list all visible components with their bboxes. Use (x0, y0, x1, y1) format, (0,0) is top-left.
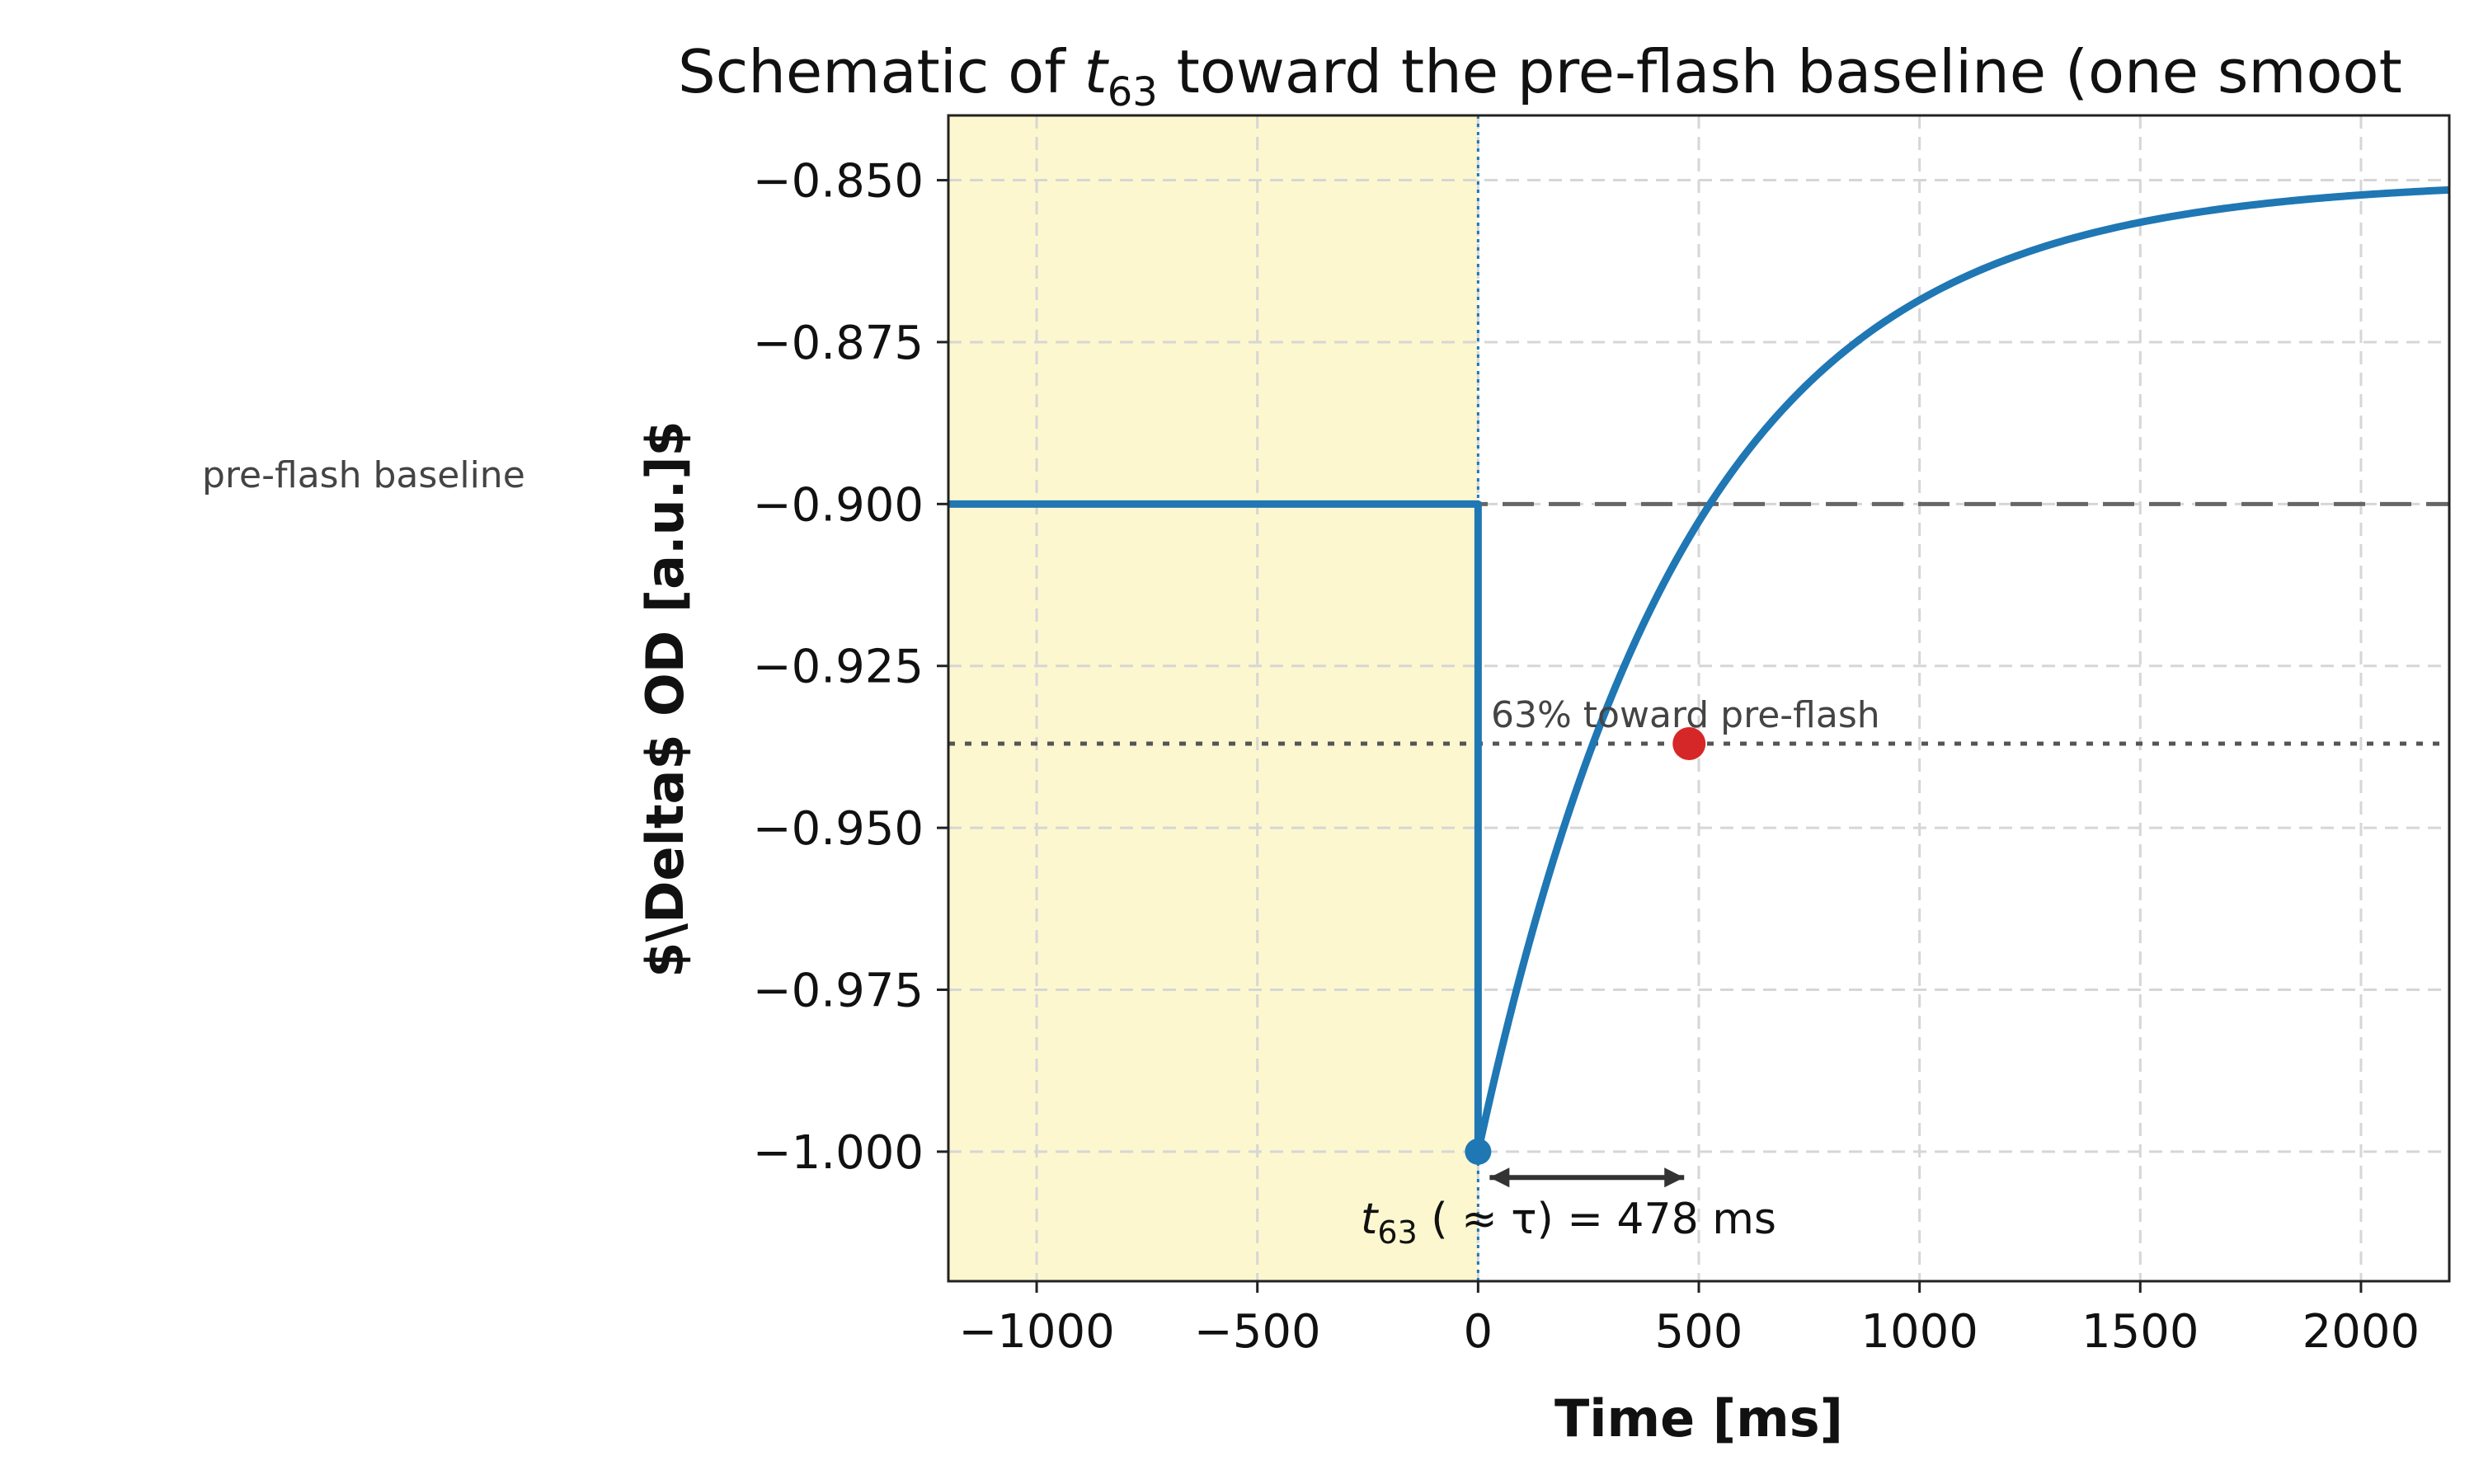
x-tick-label: 500 (1655, 1305, 1743, 1359)
t63-label: t63 ( ≈ τ) = 478 ms (1361, 1195, 1776, 1251)
y-tick-label: −1.000 (753, 1126, 924, 1180)
t63-arrow (1489, 1167, 1685, 1188)
t63-point-marker (1672, 726, 1706, 760)
y-tick-label: −0.850 (753, 155, 924, 209)
x-tick-label: 1500 (2081, 1305, 2199, 1359)
x-tick-label: 1000 (1860, 1305, 1978, 1359)
y-tick-label: −0.975 (753, 965, 924, 1018)
series-line (948, 186, 2450, 1156)
axis-ticks: −1000 −500 0 500 1000 1500 2000 −0.850 −0.875 −0.… (753, 155, 2420, 1359)
y-tick-label: −0.900 (753, 478, 924, 532)
t63-arrow-head-right (1664, 1167, 1685, 1188)
x-tick-label: −1000 (958, 1305, 1114, 1359)
y-tick-label: −0.875 (753, 317, 924, 370)
y-axis-title: $\Delta$ OD [a.u.]$ (635, 420, 695, 977)
threshold-label: 63% toward pre-flash (1491, 694, 1880, 736)
x-tick-label: 0 (1464, 1305, 1493, 1359)
baseline-label: pre-flash baseline (202, 454, 525, 496)
x-axis-title: Time [ms] (1554, 1388, 1843, 1449)
pre-flash-shaded-region (948, 115, 1479, 1281)
chart-title: Schematic of t63 toward the pre-flash ba… (678, 37, 2402, 115)
y-tick-label: −0.950 (753, 802, 924, 856)
x-tick-label: 2000 (2302, 1305, 2420, 1359)
t63-arrow-head-left (1489, 1167, 1510, 1188)
x-tick-label: −500 (1194, 1305, 1321, 1359)
minimum-point-marker (1465, 1138, 1492, 1165)
y-tick-label: −0.925 (753, 641, 924, 694)
